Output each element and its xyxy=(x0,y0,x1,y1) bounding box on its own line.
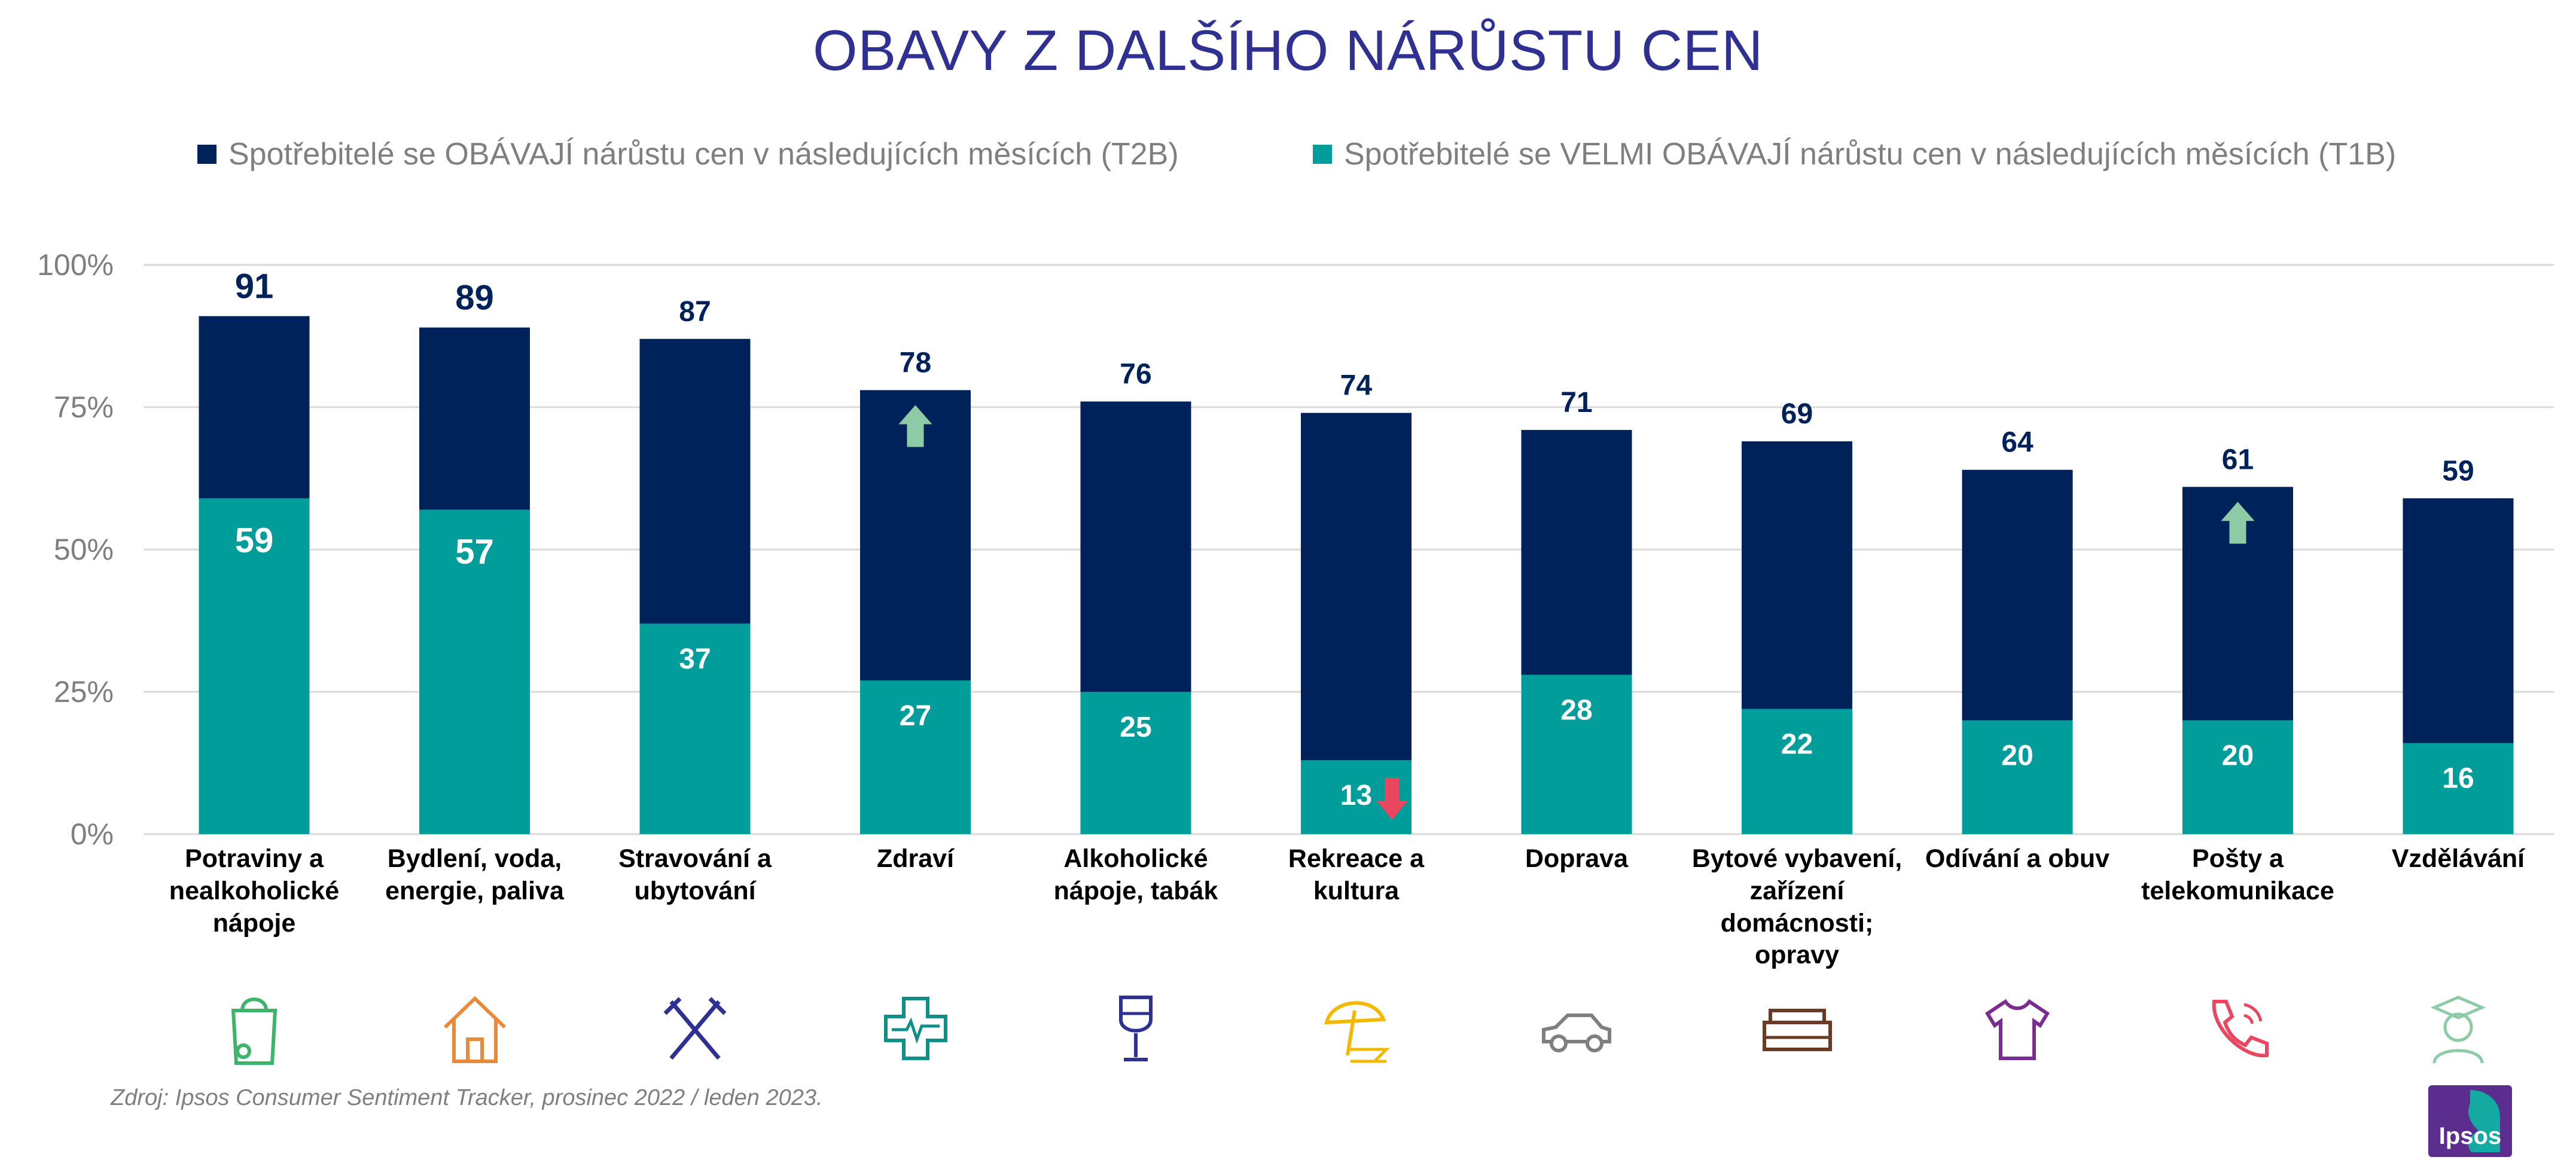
data-label-t2b: 71 xyxy=(1560,387,1592,419)
bar-t1b xyxy=(419,509,530,834)
legend-label-t2b: Spotřebitelé se OBÁVAJÍ nárůstu cen v ná… xyxy=(228,137,1179,172)
chart-title: OBAVY Z DALŠÍHO NÁRŮSTU CEN xyxy=(813,19,1763,83)
y-tick-label: 0% xyxy=(71,817,114,851)
data-label-t2b: 87 xyxy=(679,296,711,328)
data-label-t1b: 28 xyxy=(1560,694,1592,726)
bar-t1b xyxy=(199,498,310,834)
sofa-icon xyxy=(1762,1009,1832,1051)
data-label-t1b: 27 xyxy=(900,700,931,732)
category-label: Zdraví xyxy=(876,844,955,873)
y-tick-label: 50% xyxy=(54,533,114,566)
y-tick-label: 25% xyxy=(54,675,114,709)
category-label: Vzdělávání xyxy=(2391,844,2525,873)
legend-item-t2b: Spotřebitelé se OBÁVAJÍ nárůstu cen v ná… xyxy=(197,136,1179,172)
category-label: Potraviny a nealkoholické nápoje xyxy=(169,844,340,938)
data-label-t1b: 37 xyxy=(679,643,711,675)
data-label-t1b: 57 xyxy=(455,532,494,571)
bar-t1b xyxy=(1521,674,1632,834)
category-label: Pošty a telekomunikace xyxy=(2141,844,2334,905)
category-label: Odívání a obuv xyxy=(1925,844,2110,873)
data-label-t1b: 22 xyxy=(1781,729,1813,761)
grocery-bag-icon xyxy=(231,997,278,1065)
bar-t1b xyxy=(2182,720,2293,834)
category-label: Stravování a ubytování xyxy=(618,844,772,905)
fork-knife-icon xyxy=(663,997,727,1060)
y-tick-label: 75% xyxy=(54,390,114,424)
source-note: Zdroj: Ipsos Consumer Sentiment Tracker,… xyxy=(111,1085,823,1110)
bar-t1b xyxy=(1962,720,2073,834)
logo-text: Ipsos xyxy=(2438,1123,2502,1149)
legend-swatch-t2b xyxy=(197,145,217,164)
medical-cross-icon xyxy=(883,997,947,1060)
data-label-t2b: 69 xyxy=(1781,398,1813,430)
data-label-t2b: 64 xyxy=(2001,427,2034,459)
y-tick-label: 100% xyxy=(37,248,114,282)
category-label: Bydlení, voda, energie, paliva xyxy=(385,844,564,905)
tshirt-icon xyxy=(1984,999,2050,1060)
data-label-t2b: 59 xyxy=(2442,455,2474,487)
data-label-t1b: 59 xyxy=(235,521,274,560)
bar-t1b xyxy=(639,623,751,834)
category-label: Doprava xyxy=(1525,844,1629,873)
data-label-t1b: 20 xyxy=(2222,740,2254,772)
trend-arrow-down-icon xyxy=(1376,778,1408,820)
data-label-t1b: 13 xyxy=(1340,780,1372,811)
data-label-t1b: 16 xyxy=(2442,763,2474,795)
trend-arrow-up-icon xyxy=(2221,502,2255,544)
graduate-icon xyxy=(2430,996,2486,1064)
wine-glass-icon xyxy=(1119,996,1153,1061)
phone-icon xyxy=(2212,1000,2269,1058)
trend-arrow-up-icon xyxy=(898,405,932,447)
legend-swatch-t1b xyxy=(1313,145,1332,164)
data-label-t2b: 61 xyxy=(2222,444,2254,475)
car-icon xyxy=(1542,1014,1611,1052)
bar-t1b xyxy=(860,680,971,834)
category-label: Alkoholické nápoje, tabák xyxy=(1053,844,1218,905)
data-label-t1b: 25 xyxy=(1120,712,1151,743)
data-label-t2b: 74 xyxy=(1340,370,1373,402)
category-label: Bytové vybavení, zařízení domácnosti; op… xyxy=(1691,844,1903,970)
ipsos-logo xyxy=(2428,1085,2512,1157)
house-icon xyxy=(443,996,506,1063)
data-label-t2b: 78 xyxy=(900,347,931,378)
data-label-t2b: 91 xyxy=(235,267,274,306)
data-label-t2b: 76 xyxy=(1120,358,1151,390)
legend-item-t1b: Spotřebitelé se VELMI OBÁVAJÍ nárůstu ce… xyxy=(1313,136,2396,172)
category-label: Rekreace a kultura xyxy=(1288,844,1425,905)
legend-label-t1b: Spotřebitelé se VELMI OBÁVAJÍ nárůstu ce… xyxy=(1344,137,2397,172)
data-label-t1b: 20 xyxy=(2001,740,2033,772)
data-label-t2b: 89 xyxy=(455,279,494,318)
bar-t1b xyxy=(2403,743,2514,834)
bar-t1b xyxy=(1080,692,1191,834)
beach-umbrella-icon xyxy=(1324,1001,1390,1063)
bar-t1b xyxy=(1742,709,1852,834)
